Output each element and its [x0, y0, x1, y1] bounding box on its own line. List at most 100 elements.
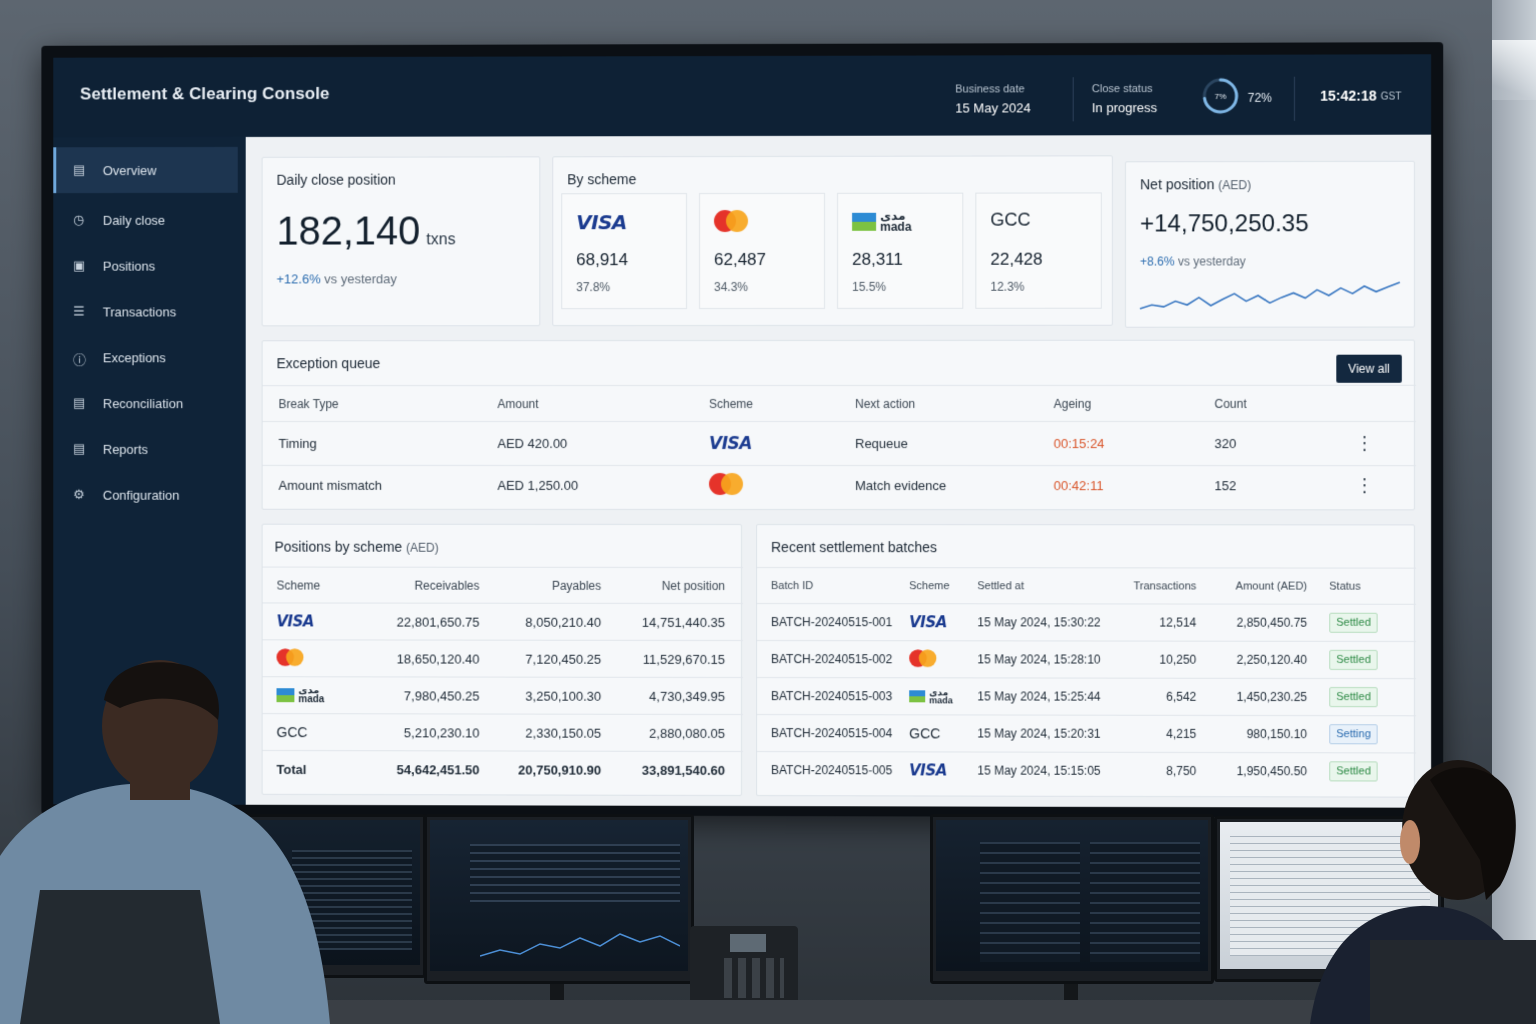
amount: AED 420.00 — [497, 435, 568, 451]
next-action: Requeue — [855, 436, 908, 452]
settled-at: 15 May 2024, 15:28:10 — [977, 652, 1101, 667]
status-badge: Settled — [1329, 612, 1378, 633]
mastercard-logo — [709, 473, 743, 496]
sidebar-item-label: Transactions — [102, 303, 177, 319]
scheme-box-mada[interactable]: مدى mada 28,311 15.5% — [837, 192, 964, 309]
status-badge: Settled — [1329, 649, 1378, 671]
scheme-count: 28,311 — [852, 249, 903, 269]
clock-icon: ◷ — [73, 211, 85, 227]
total-net-position: 33,891,540.60 — [641, 763, 726, 779]
receivables: 5,210,230.10 — [403, 724, 480, 740]
batch-id: BATCH-20240515-001 — [771, 615, 893, 630]
col-batch-id[interactable]: Batch ID — [771, 579, 814, 592]
scheme-box-gcc[interactable]: GCC 22,428 12.3% — [975, 192, 1102, 309]
table-row[interactable]: BATCH-20240515-002 15 May 2024, 15:28:10 1… — [756, 640, 1416, 679]
table-row[interactable]: VISA 22,801,650.75 8,050,210.40 14,751,4… — [262, 602, 743, 641]
batch-id: BATCH-20240515-005 — [771, 763, 893, 778]
row-menu-icon[interactable]: ⋮ — [1355, 475, 1374, 496]
table-row[interactable]: Timing AED 420.00 VISA Requeue 00:15:24 … — [262, 421, 1416, 466]
col-net-position[interactable]: Net position — [661, 578, 726, 593]
col-status[interactable]: Status — [1329, 580, 1361, 593]
transactions: 4,215 — [1166, 726, 1197, 741]
scheme-share: 34.3% — [714, 279, 749, 295]
gcc-logo: GCC — [990, 209, 1031, 230]
batch-id: BATCH-20240515-004 — [771, 726, 893, 741]
col-amount[interactable]: Amount (AED) — [1235, 579, 1308, 593]
daily-close-delta: +12.6% vs yesterday — [277, 271, 397, 286]
col-transactions[interactable]: Transactions — [1133, 579, 1197, 592]
operator-left — [0, 660, 330, 1024]
col-count[interactable]: Count — [1214, 396, 1247, 411]
net-position-delta-value: +8.6% — [1140, 254, 1175, 269]
col-ageing[interactable]: Ageing — [1053, 396, 1092, 411]
amount: 2,250,120.40 — [1236, 652, 1308, 667]
receivables: 18,650,120.40 — [396, 650, 480, 667]
ceiling-light — [1492, 40, 1536, 100]
visa-logo: VISA — [276, 612, 314, 631]
view-all-button[interactable]: View all — [1336, 354, 1402, 383]
operator-right — [1310, 760, 1536, 1024]
sidebar-item-reports[interactable]: ▤ Reports — [53, 426, 245, 472]
ledger-icon: ▤ — [73, 395, 86, 411]
sidebar-item-label: Daily close — [102, 212, 166, 228]
visa-logo: VISA — [909, 761, 947, 780]
table-row[interactable]: BATCH-20240515-001 VISA 15 May 2024, 15:30… — [756, 603, 1416, 642]
col-scheme[interactable]: Scheme — [909, 579, 950, 592]
net-position: 4,730,349.95 — [649, 688, 726, 704]
sidebar-item-label: Overview — [102, 162, 157, 178]
positions-title-text: Positions by scheme — [274, 538, 403, 555]
scheme-box-mastercard[interactable]: 62,487 34.3% — [699, 192, 826, 310]
count: 152 — [1214, 478, 1237, 494]
scheme-share: 15.5% — [852, 279, 887, 294]
business-date-value: 15 May 2024 — [955, 100, 1031, 116]
total-payables: 20,750,910.90 — [518, 762, 602, 778]
sidebar-item-transactions[interactable]: ☰ Transactions — [53, 288, 245, 334]
report-icon: ▤ — [73, 440, 86, 456]
scheme-count: 62,487 — [714, 249, 767, 270]
col-next-action[interactable]: Next action — [855, 396, 916, 411]
col-scheme[interactable]: Scheme — [276, 578, 321, 593]
daily-close-card: Daily close position 182,140 txns +12.6% … — [261, 156, 541, 327]
gcc-logo: GCC — [909, 725, 941, 742]
table-row[interactable]: BATCH-20240515-004 GCC 15 May 2024, 15:20:… — [756, 714, 1416, 753]
payables: 8,050,210.40 — [525, 614, 602, 630]
settled-at: 15 May 2024, 15:20:31 — [977, 726, 1101, 741]
amount: AED 1,250.00 — [497, 478, 579, 494]
col-scheme[interactable]: Scheme — [709, 396, 754, 411]
visa-logo: VISA — [909, 613, 947, 632]
ageing: 00:42:11 — [1053, 478, 1104, 494]
sidebar-item-reconciliation[interactable]: ▤ Reconciliation — [53, 380, 245, 426]
app-title: Settlement & Clearing Console — [80, 83, 330, 104]
col-receivables[interactable]: Receivables — [414, 578, 480, 593]
timezone: GST — [1380, 91, 1402, 103]
visa-logo: VISA — [709, 433, 752, 454]
desk-monitor — [1214, 816, 1444, 982]
col-settled-at[interactable]: Settled at — [977, 579, 1024, 592]
net-position-title: Net position (AED) — [1140, 176, 1251, 192]
col-payables[interactable]: Payables — [551, 578, 602, 593]
scheme-box-visa[interactable]: VISA 68,914 37.8% — [561, 193, 688, 310]
sidebar-item-exceptions[interactable]: ⓘ Exceptions — [53, 334, 245, 380]
row-menu-icon[interactable]: ⋮ — [1355, 433, 1374, 454]
table-row[interactable]: Amount mismatch AED 1,250.00 Match evide… — [262, 465, 1416, 506]
col-amount[interactable]: Amount — [497, 396, 539, 411]
sidebar-item-label: Exceptions — [102, 349, 166, 365]
scheme-share: 37.8% — [576, 280, 611, 295]
table-row[interactable]: BATCH-20240515-003 مدى mada 15 May 2024, 15… — [756, 677, 1416, 716]
amount: 1,450,230.25 — [1236, 689, 1308, 705]
transactions: 12,514 — [1159, 615, 1197, 630]
sidebar-item-positions[interactable]: ▣ Positions — [53, 243, 245, 289]
clock: 15:42:18 — [1320, 87, 1377, 104]
mastercard-logo — [714, 209, 748, 234]
net-position: 2,880,080.05 — [649, 725, 726, 741]
sidebar-item-label: Positions — [102, 258, 156, 274]
break-type: Amount mismatch — [278, 478, 382, 494]
positions-title: Positions by scheme (AED) — [275, 539, 439, 555]
sidebar-item-overview[interactable]: ▤ Overview — [53, 146, 238, 194]
settled-at: 15 May 2024, 15:15:05 — [977, 763, 1101, 779]
sidebar-item-daily-close[interactable]: ◷ Daily close — [53, 197, 245, 243]
sidebar-item-configuration[interactable]: ⚙ Configuration — [53, 472, 245, 518]
col-break-type[interactable]: Break Type — [278, 396, 339, 411]
main-content: Daily close position 182,140 txns +12.6% … — [245, 134, 1432, 808]
positions-icon: ▣ — [73, 257, 86, 273]
